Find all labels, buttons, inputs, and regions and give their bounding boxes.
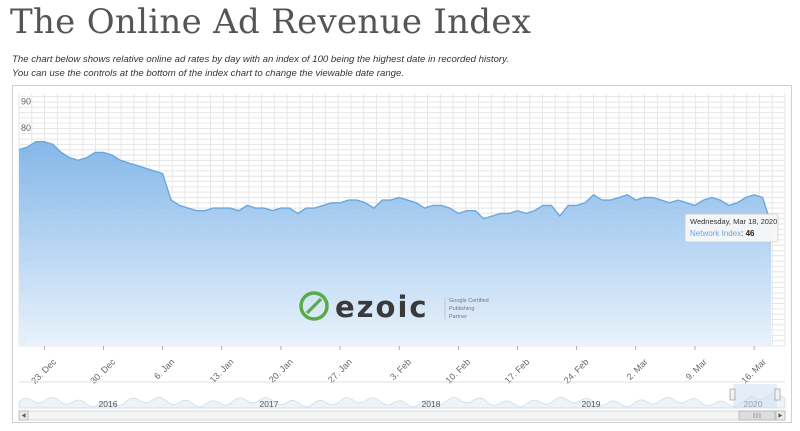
x-tick-label: 16. Mar xyxy=(739,357,768,386)
navigator-year-label: 2018 xyxy=(422,399,441,409)
tooltip: Wednesday, Mar 18, 2020 Network Index: 4… xyxy=(684,213,779,243)
grip-icon xyxy=(753,413,761,418)
navigator-year-label: 2019 xyxy=(582,399,601,409)
tooltip-series-name: Network Index xyxy=(690,229,741,238)
navigator-handle-left[interactable] xyxy=(729,388,736,401)
page-title: The Online Ad Revenue Index xyxy=(10,2,532,42)
x-tick-label: 20. Jan xyxy=(267,357,295,385)
tooltip-colon: : xyxy=(741,229,745,238)
partner-badge-line-1: Google Certified xyxy=(449,298,489,304)
x-tick-label: 23. Dec xyxy=(29,356,58,385)
chevron-right-icon xyxy=(778,413,783,418)
x-tick-label: 30. Dec xyxy=(88,356,117,385)
partner-badge-line-2: Publishing xyxy=(449,306,474,312)
navigator-mini-series xyxy=(18,392,786,409)
navigator-selected-range[interactable] xyxy=(733,384,777,408)
navigator[interactable]: 20162017201820192020 xyxy=(18,381,786,421)
x-tick-label: 2. Mar xyxy=(625,357,650,382)
tooltip-series-label: Network Index: 46 xyxy=(690,229,755,238)
x-tick-label: 9. Mar xyxy=(684,357,709,382)
x-axis-ticks: 23. Dec 30. Dec 6. Jan 13. Jan 20. Jan 27. Ja… xyxy=(29,346,768,386)
chevron-left-icon xyxy=(21,413,26,418)
tooltip-date: Wednesday, Mar 18, 2020 xyxy=(690,217,777,226)
partner-badge-line-3: Partner xyxy=(449,314,467,320)
intro-text-line-2: You can use the controls at the bottom o… xyxy=(12,68,405,79)
tooltip-box xyxy=(684,213,779,243)
y-tick-label: 90 xyxy=(21,96,31,106)
series-area-network-index xyxy=(19,141,771,346)
navigator-scrollbar-track[interactable] xyxy=(18,410,786,421)
navigator-year-label: 2016 xyxy=(99,399,118,409)
x-tick-label: 17. Feb xyxy=(503,357,532,386)
navigator-year-label: 2017 xyxy=(260,399,279,409)
ezoic-logo: ezoic Google Certified Publishing Partne… xyxy=(299,290,489,324)
navigator-handle-right[interactable] xyxy=(774,388,781,401)
logo-mark-icon xyxy=(299,291,329,321)
x-tick-label: 6. Jan xyxy=(152,357,176,381)
x-tick-label: 24. Feb xyxy=(562,357,591,386)
x-tick-label: 13. Jan xyxy=(208,357,236,385)
logo-mark-slash xyxy=(305,297,323,315)
y-tick-label: 80 xyxy=(21,123,31,133)
x-tick-label: 10. Feb xyxy=(444,357,473,386)
logo-wordmark: ezoic xyxy=(335,290,429,324)
x-tick-label: 3. Feb xyxy=(388,357,413,382)
intro-text-line-1: The chart below shows relative online ad… xyxy=(12,54,509,65)
tooltip-value: 46 xyxy=(746,229,755,238)
x-tick-label: 27. Jan xyxy=(326,357,354,385)
series-line-network-index xyxy=(18,141,772,225)
